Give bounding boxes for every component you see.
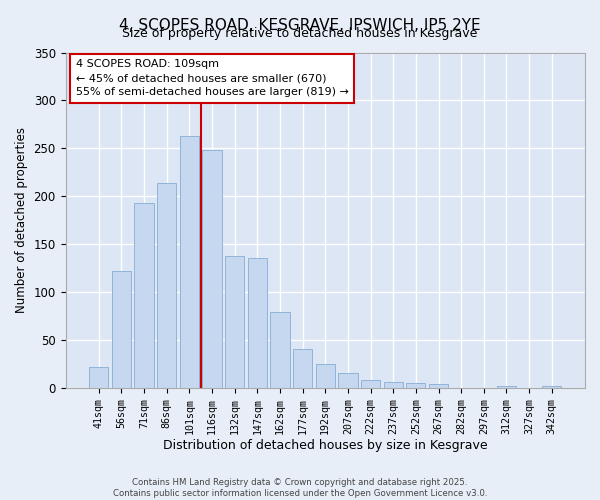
Text: Contains HM Land Registry data © Crown copyright and database right 2025.
Contai: Contains HM Land Registry data © Crown c… — [113, 478, 487, 498]
Bar — [316, 364, 335, 388]
Bar — [429, 384, 448, 388]
Bar — [271, 312, 290, 388]
Bar — [497, 386, 516, 388]
Bar — [406, 384, 425, 388]
Bar — [157, 183, 176, 388]
Bar — [338, 373, 358, 388]
Bar — [383, 382, 403, 388]
Text: Size of property relative to detached houses in Kesgrave: Size of property relative to detached ho… — [122, 28, 478, 40]
Text: 4 SCOPES ROAD: 109sqm
← 45% of detached houses are smaller (670)
55% of semi-det: 4 SCOPES ROAD: 109sqm ← 45% of detached … — [76, 59, 349, 97]
Bar — [89, 367, 109, 388]
Bar — [361, 380, 380, 388]
Bar — [293, 349, 312, 388]
Bar — [134, 203, 154, 388]
Bar — [248, 258, 267, 388]
Y-axis label: Number of detached properties: Number of detached properties — [15, 128, 28, 314]
Bar — [112, 271, 131, 388]
Bar — [225, 256, 244, 388]
X-axis label: Distribution of detached houses by size in Kesgrave: Distribution of detached houses by size … — [163, 440, 488, 452]
Bar — [180, 136, 199, 388]
Text: 4, SCOPES ROAD, KESGRAVE, IPSWICH, IP5 2YE: 4, SCOPES ROAD, KESGRAVE, IPSWICH, IP5 2… — [119, 18, 481, 32]
Bar — [542, 386, 562, 388]
Bar — [202, 150, 221, 388]
